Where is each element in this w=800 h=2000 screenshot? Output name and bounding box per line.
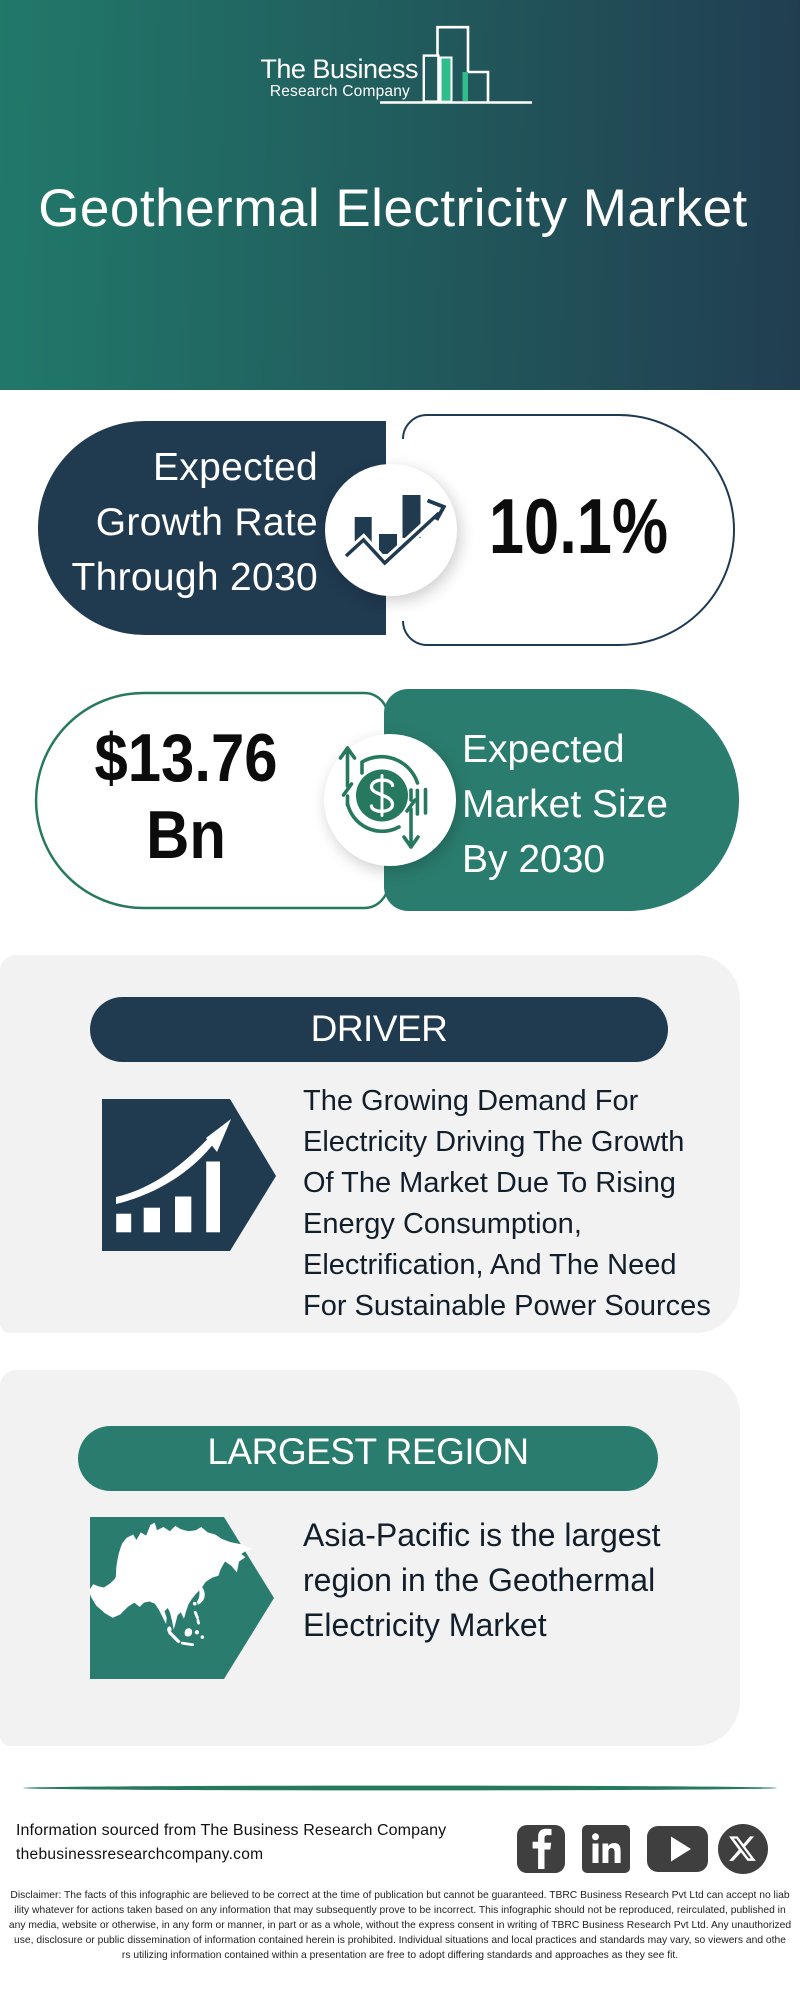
svg-text:TM: TM bbox=[632, 1866, 641, 1872]
